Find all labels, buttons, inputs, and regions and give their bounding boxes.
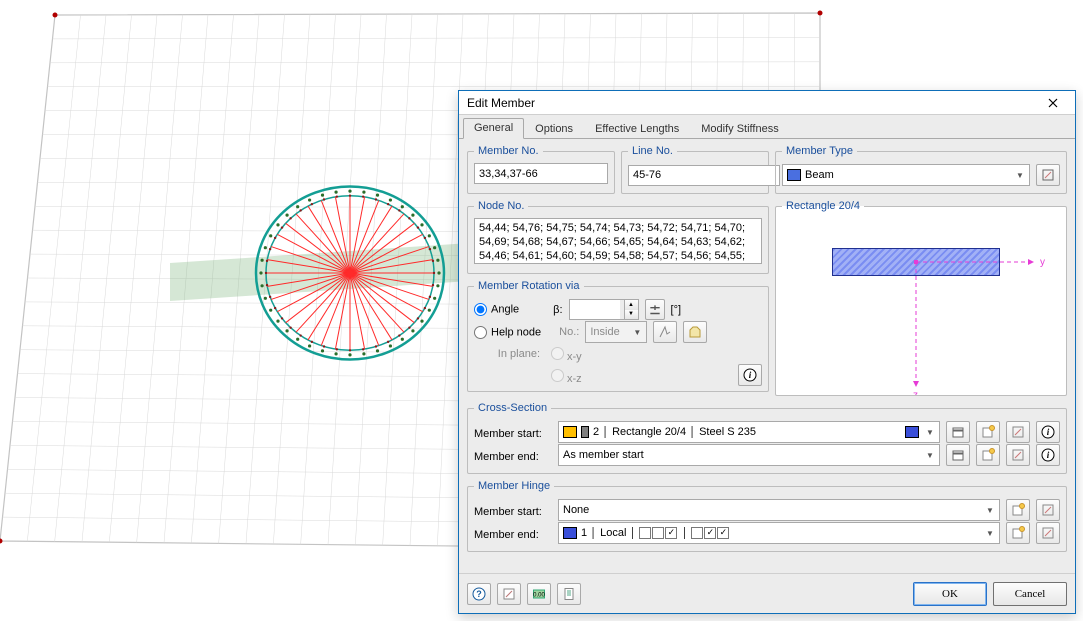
member-type-value: Beam [805, 169, 1009, 181]
radio-angle[interactable]: Angle [474, 303, 519, 316]
legend-member-type: Member Type [782, 145, 857, 157]
group-node-no: Node No. 54,44; 54,76; 54,75; 54,74; 54,… [467, 200, 769, 274]
close-icon[interactable] [1034, 93, 1072, 113]
chevron-down-icon: ▼ [1013, 171, 1027, 180]
hinge-end-new-icon[interactable] [1006, 522, 1030, 544]
tab-effective-lengths[interactable]: Effective Lengths [584, 119, 690, 139]
hinge-start-select[interactable]: None ▼ [558, 499, 1000, 521]
cs-start-swatch-sep [581, 426, 589, 438]
dialog-button-bar: ? 0.00 OK Cancel [459, 573, 1075, 613]
svg-text:0.00: 0.00 [533, 592, 545, 598]
titlebar[interactable]: Edit Member [459, 91, 1075, 115]
hinge-end-label: Member end: [474, 525, 552, 541]
hinge-end-value: 1 │ Local │ │ [581, 527, 979, 539]
beta-unit: [°] [671, 304, 682, 316]
beta-input[interactable] [570, 300, 620, 319]
tab-general[interactable]: General [463, 118, 524, 139]
group-section-preview: Rectangle 20/4 y z [775, 200, 1067, 396]
member-type-edit-icon[interactable] [1036, 164, 1060, 186]
legend-cross-section: Cross-Section [474, 402, 551, 414]
chevron-down-icon: ▼ [923, 451, 937, 460]
cs-end-new-icon[interactable] [976, 444, 1000, 466]
help-icon[interactable]: ? [467, 583, 491, 605]
cs-end-value: As member start [563, 449, 919, 461]
spin-up-icon[interactable]: ▲ [625, 300, 638, 310]
radio-xy: x-y [546, 344, 582, 363]
cs-start-value: 2 │ Rectangle 20/4 │ Steel S 235 [593, 426, 901, 438]
section-axes: y z [776, 212, 1066, 395]
cs-start-new-icon[interactable] [976, 421, 1000, 443]
hinge-start-label: Member start: [474, 502, 552, 518]
chevron-down-icon: ▼ [923, 428, 937, 437]
edit-member-dialog: Edit Member General Options Effective Le… [458, 90, 1076, 614]
legend-preview: Rectangle 20/4 [782, 200, 864, 212]
cs-start-library-icon[interactable] [946, 421, 970, 443]
no-label: No.: [559, 326, 579, 338]
tab-bar: General Options Effective Lengths Modify… [459, 115, 1075, 139]
info-rotation-icon[interactable]: i [738, 364, 762, 386]
hinge-end-select[interactable]: 1 │ Local │ │ ▼ [558, 522, 1000, 544]
chevron-down-icon: ▼ [983, 506, 997, 515]
beta-spin[interactable]: ▲▼ [569, 299, 639, 320]
radio-help-node[interactable]: Help node [474, 326, 541, 339]
beta-label: β: [553, 304, 562, 316]
cs-end-select[interactable]: As member start ▼ [558, 444, 940, 466]
cs-start-label: Member start: [474, 424, 552, 440]
units-icon[interactable]: 0.00 [527, 583, 551, 605]
hinge-start-edit-icon[interactable] [1036, 499, 1060, 521]
hinge-start-new-icon[interactable] [1006, 499, 1030, 521]
cs-end-label: Member end: [474, 447, 552, 463]
comment-icon[interactable] [497, 583, 521, 605]
pick-help-node-icon[interactable] [653, 321, 677, 343]
ok-button[interactable]: OK [913, 582, 987, 606]
tab-modify-stiffness[interactable]: Modify Stiffness [690, 119, 789, 139]
spin-down-icon[interactable]: ▼ [625, 310, 638, 320]
beta-sign-icon[interactable] [645, 299, 665, 320]
group-rotation: Member Rotation via Angle β: ▲▼ [°] He [467, 280, 769, 392]
cs-end-library-icon[interactable] [946, 444, 970, 466]
line-no-input[interactable] [628, 165, 780, 186]
cs-start-swatch-material [563, 426, 577, 438]
chevron-down-icon: ▼ [983, 529, 997, 538]
svg-text:y: y [1040, 257, 1045, 268]
hinge-end-edit-icon[interactable] [1036, 522, 1060, 544]
cs-end-info-icon[interactable]: i [1036, 444, 1060, 466]
hinge-start-value: None [563, 504, 979, 516]
legend-hinge: Member Hinge [474, 480, 554, 492]
cs-start-edit-icon[interactable] [1006, 421, 1030, 443]
member-type-swatch [787, 169, 801, 181]
help-node-select: Inside▼ [585, 321, 647, 343]
group-hinge: Member Hinge Member start: None ▼ Member… [467, 480, 1067, 552]
legend-node-no: Node No. [474, 200, 528, 212]
svg-text:?: ? [476, 589, 482, 599]
member-no-input[interactable] [474, 163, 608, 184]
cs-start-swatch-section [905, 426, 919, 438]
node-no-text: 54,44; 54,76; 54,75; 54,74; 54,73; 54,72… [474, 218, 762, 264]
legend-rotation: Member Rotation via [474, 280, 584, 292]
svg-text:z: z [913, 390, 918, 395]
member-type-select[interactable]: Beam ▼ [782, 164, 1030, 186]
dialog-title: Edit Member [467, 96, 1034, 110]
open-help-node-icon[interactable] [683, 321, 707, 343]
report-icon[interactable] [557, 583, 581, 605]
legend-line-no: Line No. [628, 145, 677, 157]
tab-options[interactable]: Options [524, 119, 584, 139]
group-member-no: Member No. [467, 145, 615, 194]
cs-start-select[interactable]: 2 │ Rectangle 20/4 │ Steel S 235 ▼ [558, 421, 940, 443]
cs-end-edit-icon[interactable] [1006, 444, 1030, 466]
group-line-no: Line No. [621, 145, 769, 194]
radio-xz: x-z [546, 366, 582, 385]
inplane-label: In plane: [474, 348, 540, 360]
legend-member-no: Member No. [474, 145, 543, 157]
group-member-type: Member Type Beam ▼ [775, 145, 1067, 194]
cs-start-info-icon[interactable]: i [1036, 421, 1060, 443]
hinge-end-swatch [563, 527, 577, 539]
group-cross-section: Cross-Section Member start: 2 │ Rectangl… [467, 402, 1067, 474]
cancel-button[interactable]: Cancel [993, 582, 1067, 606]
